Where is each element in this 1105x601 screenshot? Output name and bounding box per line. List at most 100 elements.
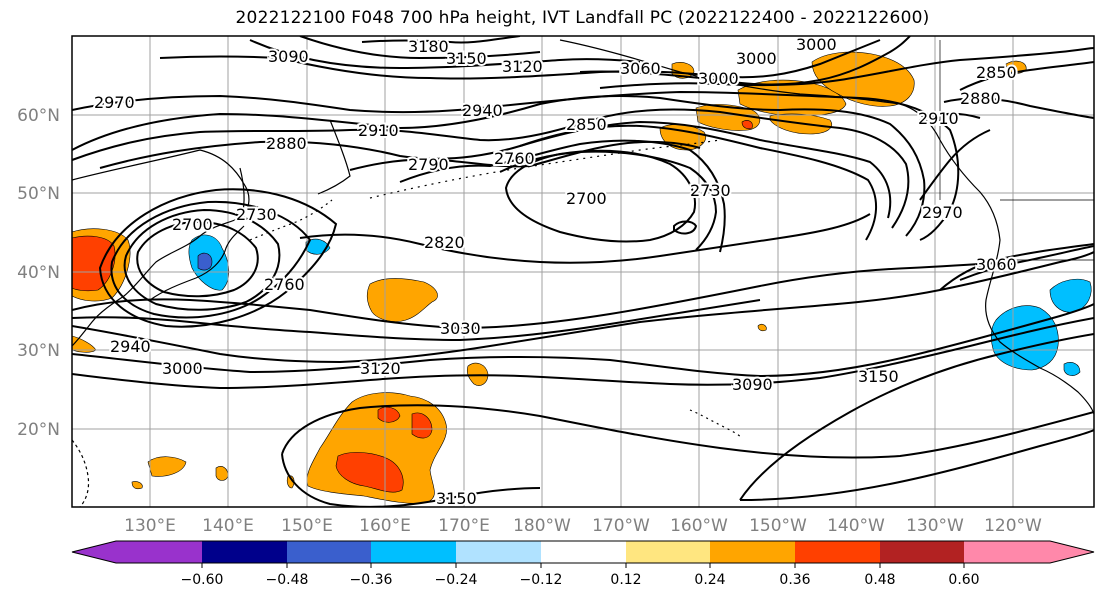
map-title: 2022122100 F048 700 hPa height, IVT Land… bbox=[235, 8, 930, 28]
lon-label: 170°W bbox=[592, 516, 650, 536]
contour-2910 bbox=[72, 108, 910, 229]
colorbar-tick-label: 0.48 bbox=[864, 572, 895, 588]
colorbar-tick-label: −0.24 bbox=[435, 572, 478, 588]
contour-label: 2910 bbox=[358, 121, 399, 140]
lon-label: 170°E bbox=[438, 516, 490, 536]
lon-label: 130°E bbox=[124, 516, 176, 536]
contour-label: 3060 bbox=[620, 59, 661, 78]
contour-label: 2760 bbox=[494, 149, 535, 168]
contour-label: 3150 bbox=[436, 489, 477, 508]
lat-label: 40°N bbox=[17, 263, 60, 283]
contour-2970-ne bbox=[919, 129, 991, 201]
contour-3150-s bbox=[281, 404, 1094, 459]
shading-negative-japan-core bbox=[197, 252, 213, 271]
colorbar-bin bbox=[541, 541, 626, 563]
contour-label: 3090 bbox=[732, 375, 773, 394]
shading-negative-mexico bbox=[1049, 278, 1092, 313]
shading-strong-alaska bbox=[741, 120, 753, 130]
shading-strong-subtropic-2 bbox=[411, 412, 433, 439]
contour-3000-w bbox=[72, 251, 1094, 364]
contour-3060 bbox=[579, 36, 911, 86]
contour-label: 2700 bbox=[172, 215, 213, 234]
contour-label: 3000 bbox=[796, 35, 837, 54]
colorbar-bin bbox=[116, 541, 202, 563]
shading-positive-sw-3 bbox=[131, 481, 143, 490]
contour-3150 bbox=[299, 36, 541, 60]
colorbar-tick-label: 0.12 bbox=[610, 572, 641, 588]
lat-label: 50°N bbox=[17, 184, 60, 204]
lat-label: 20°N bbox=[17, 420, 60, 440]
lat-label: 30°N bbox=[17, 341, 60, 361]
shading-negative-baja bbox=[1063, 362, 1081, 376]
contour-label: 3090 bbox=[268, 47, 309, 66]
contour-2700-japan bbox=[136, 220, 259, 298]
lon-label: 150°W bbox=[749, 516, 807, 536]
lon-label: 160°W bbox=[670, 516, 728, 536]
contour-label: 3000 bbox=[698, 69, 739, 88]
colorbar-bin bbox=[371, 541, 456, 563]
colorbar-tick-label: 0.60 bbox=[948, 572, 979, 588]
colorbar-bin bbox=[456, 541, 541, 563]
contour-3180 bbox=[361, 36, 521, 44]
shading-positive-sw-1 bbox=[147, 456, 187, 477]
shading-positive-sw-4 bbox=[286, 475, 295, 489]
colorbar-bin bbox=[202, 541, 287, 563]
colorbar-bin bbox=[710, 541, 795, 563]
colorbar: −0.60 −0.48 −0.36 −0.24 −0.12 0.12 0.24 … bbox=[71, 540, 1095, 588]
colorbar-bin bbox=[795, 541, 880, 563]
contour-label: 2760 bbox=[264, 275, 305, 294]
shading-strong-subtropic-3 bbox=[377, 406, 401, 423]
contour-3060-e bbox=[939, 243, 1094, 291]
contour-label: 3060 bbox=[976, 255, 1017, 274]
coast-asia bbox=[72, 149, 250, 347]
colorbar-bin bbox=[964, 541, 1050, 563]
contour-label: 2730 bbox=[236, 205, 277, 224]
colorbar-tick-label: −0.48 bbox=[266, 572, 309, 588]
contour-2760 bbox=[399, 139, 726, 253]
colorbar-ticks bbox=[201, 563, 965, 568]
contour-labels: 3180 3150 3120 3090 3060 3000 3000 2970 … bbox=[92, 35, 1019, 508]
colorbar-tick-label: −0.60 bbox=[181, 572, 224, 588]
contour-label: 3000 bbox=[736, 49, 777, 68]
contour-3090 bbox=[72, 303, 1094, 378]
contour-label: 2970 bbox=[922, 203, 963, 222]
contour-label: 2850 bbox=[976, 63, 1017, 82]
latitude-labels: 60°N 50°N 40°N 30°N 20°N bbox=[17, 106, 60, 440]
contour-label: 3030 bbox=[440, 319, 481, 338]
coast-kamchatka bbox=[317, 119, 351, 195]
contour-label: 2940 bbox=[462, 101, 503, 120]
lon-label: 130°W bbox=[906, 516, 964, 536]
contour-2880-ne bbox=[943, 97, 1094, 119]
shading-strong-subtropic-1 bbox=[335, 452, 404, 493]
colorbar-tick-label: −0.12 bbox=[520, 572, 563, 588]
contour-label: 3120 bbox=[360, 359, 401, 378]
contour-label: 2820 bbox=[424, 233, 465, 252]
contour-label: 3150 bbox=[858, 367, 899, 386]
contour-label: 2880 bbox=[960, 89, 1001, 108]
contour-2850 bbox=[519, 124, 878, 241]
contour-2910-ne bbox=[919, 112, 981, 121]
contour-label: 2880 bbox=[266, 134, 307, 153]
lon-label: 150°E bbox=[281, 516, 333, 536]
lon-label: 140°W bbox=[827, 516, 885, 536]
contour-label: 3120 bbox=[502, 57, 543, 76]
contour-label: 2790 bbox=[408, 155, 449, 174]
coast-japan bbox=[149, 225, 245, 301]
contour-label: 3000 bbox=[162, 359, 203, 378]
coast-kuril bbox=[249, 199, 333, 241]
lon-label: 140°E bbox=[202, 516, 254, 536]
lat-label: 60°N bbox=[17, 106, 60, 126]
contour-2760-japan bbox=[110, 200, 312, 319]
contour-2820 bbox=[299, 213, 871, 264]
longitude-labels: 130°E 140°E 150°E 160°E 170°E 180°W 170°… bbox=[124, 516, 1042, 536]
contour-label: 2970 bbox=[94, 93, 135, 112]
contour-label: 2910 bbox=[918, 109, 959, 128]
contour-3120 bbox=[72, 317, 1094, 390]
contour-3060-ne bbox=[959, 245, 1094, 281]
contour-3150-e bbox=[739, 333, 1094, 501]
contour-3150-sw bbox=[281, 453, 541, 507]
contour-label: 2730 bbox=[690, 181, 731, 200]
colorbar-tick-label: 0.36 bbox=[779, 572, 810, 588]
contour-2940 bbox=[72, 95, 926, 237]
